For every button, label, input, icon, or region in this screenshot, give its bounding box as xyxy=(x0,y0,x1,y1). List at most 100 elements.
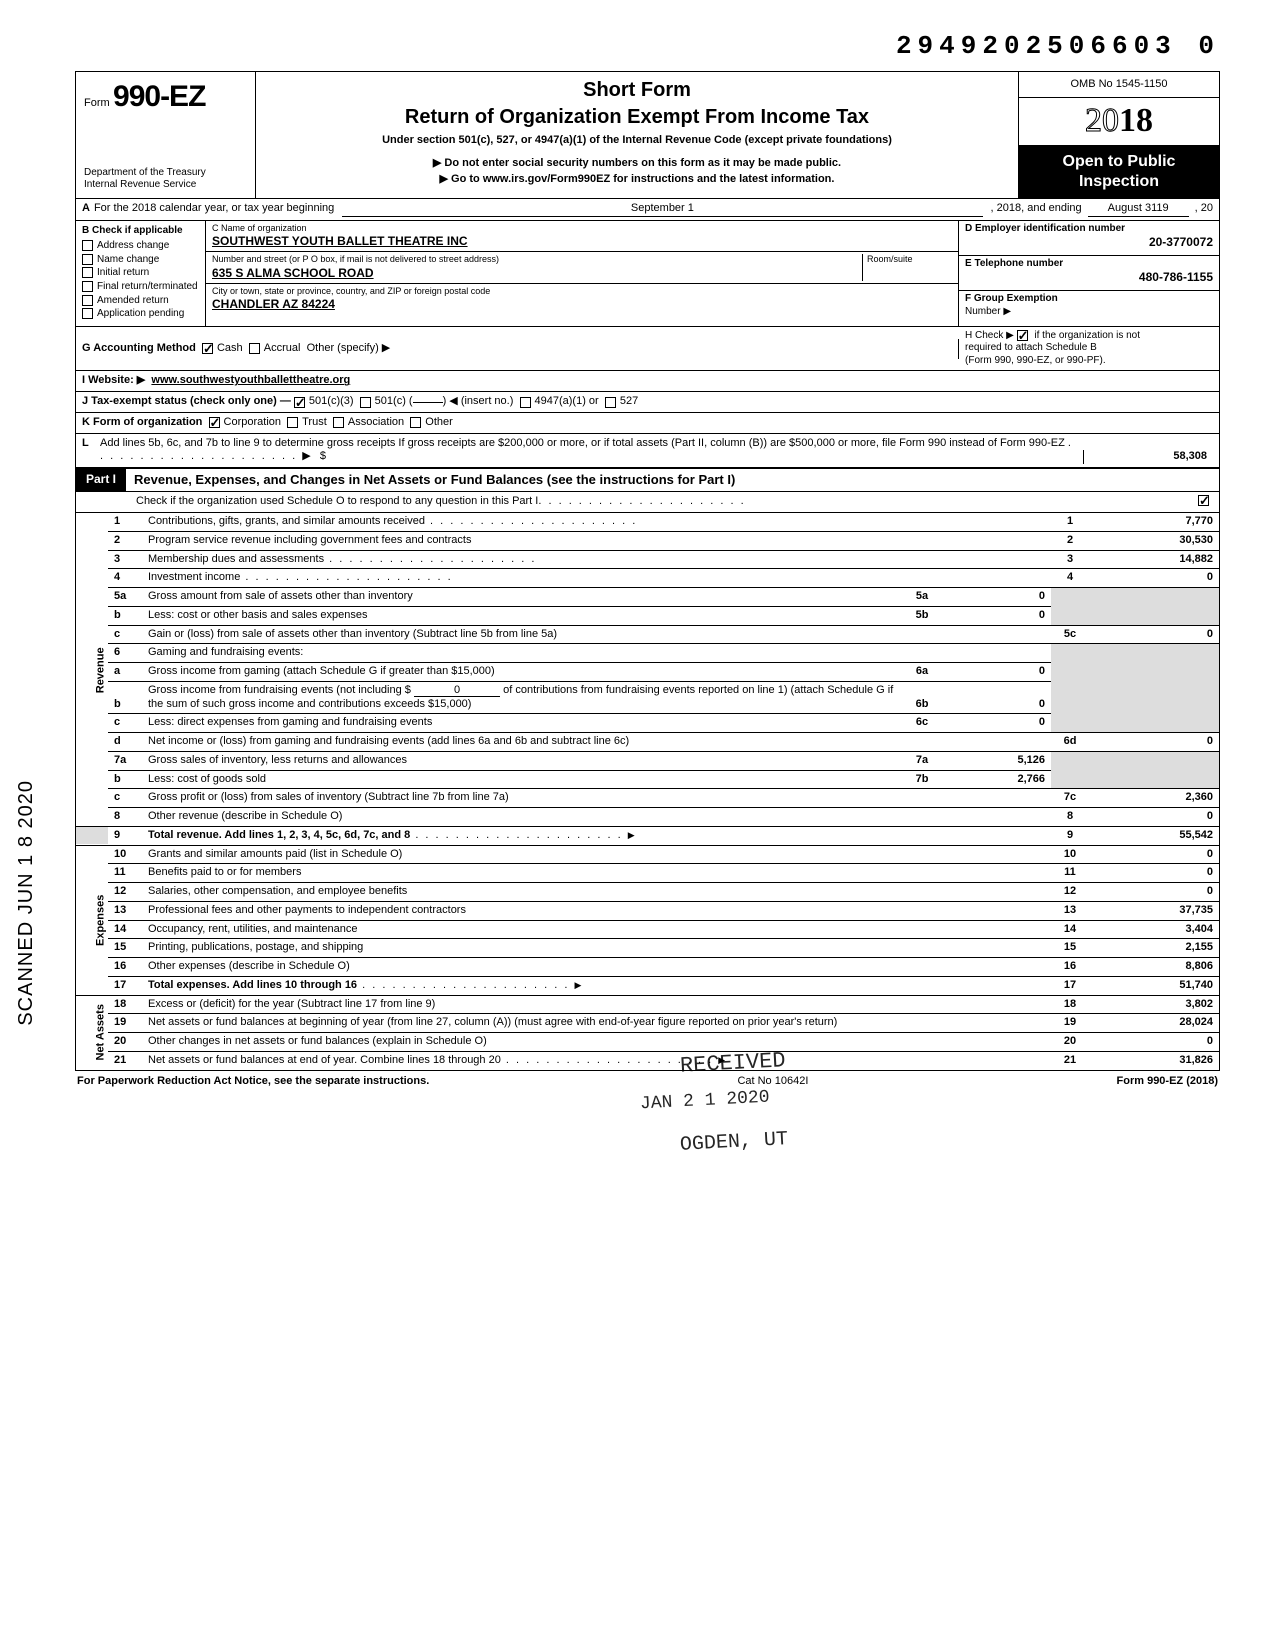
k-opt2: Trust xyxy=(302,416,327,430)
chk-4947[interactable] xyxy=(520,397,531,408)
l20-n: 20 xyxy=(108,1033,142,1052)
l5a-in: 5a xyxy=(903,588,941,607)
j-opt2: 501(c) ( xyxy=(375,395,413,409)
chk-cash[interactable] xyxy=(202,343,213,354)
chk-name[interactable] xyxy=(82,254,93,265)
l6-n: 6 xyxy=(108,644,142,663)
chk-501c[interactable] xyxy=(360,397,371,408)
j-label: J Tax-exempt status (check only one) — xyxy=(82,395,291,409)
l18-d: Excess or (deficit) for the year (Subtra… xyxy=(148,998,435,1010)
chk-527[interactable] xyxy=(605,397,616,408)
l6a-in: 6a xyxy=(903,663,941,682)
chk-h[interactable] xyxy=(1017,330,1028,341)
l12-n: 12 xyxy=(108,883,142,902)
l5b-in: 5b xyxy=(903,606,941,625)
j-opt3: 4947(a)(1) or xyxy=(535,395,599,409)
chk-initial[interactable] xyxy=(82,267,93,278)
part1-title: Revenue, Expenses, and Changes in Net As… xyxy=(126,469,1219,491)
l2-v: 30,530 xyxy=(1089,531,1219,550)
l19-rn: 19 xyxy=(1051,1014,1089,1033)
chk-pending[interactable] xyxy=(82,308,93,319)
l9-v: 55,542 xyxy=(1089,826,1219,845)
l10-v: 0 xyxy=(1089,845,1219,864)
col-c: C Name of organization SOUTHWEST YOUTH B… xyxy=(206,221,959,326)
l16-v: 8,806 xyxy=(1089,958,1219,977)
l6b-in: 6b xyxy=(903,681,941,714)
g-cash: Cash xyxy=(217,342,243,356)
g-other: Other (specify) ▶ xyxy=(307,342,391,356)
part1-header: Part I Revenue, Expenses, and Changes in… xyxy=(76,469,1219,492)
doc-id: 2949202506603 0 xyxy=(75,30,1220,63)
l21-v: 31,826 xyxy=(1089,1051,1219,1069)
c-label: C Name of organization xyxy=(212,223,952,234)
l5c-n: c xyxy=(108,625,142,644)
l19-v: 28,024 xyxy=(1089,1014,1219,1033)
l6c-d: Less: direct expenses from gaming and fu… xyxy=(148,716,432,728)
row-j: J Tax-exempt status (check only one) — 5… xyxy=(76,392,1219,413)
form-container: Form 990-EZ Department of the Treasury I… xyxy=(75,71,1220,1071)
tax-year-begin: September 1 xyxy=(342,202,982,217)
row-l: L Add lines 5b, 6c, and 7b to line 9 to … xyxy=(76,434,1219,470)
phone: 480-786-1155 xyxy=(965,270,1213,285)
h-text3: required to attach Schedule B xyxy=(965,342,1097,353)
l20-rn: 20 xyxy=(1051,1033,1089,1052)
chk-other[interactable] xyxy=(410,417,421,428)
form-number: 990-EZ xyxy=(113,80,205,113)
l2-n: 2 xyxy=(108,531,142,550)
j-opt1: 501(c)(3) xyxy=(309,395,354,409)
chk-accrual[interactable] xyxy=(249,343,260,354)
l6b-d: Gross income from fundraising events (no… xyxy=(148,684,411,696)
col-d: D Employer identification number 20-3770… xyxy=(959,221,1219,326)
l-label: L xyxy=(82,437,100,465)
row-a-endyear: , 20 xyxy=(1195,202,1213,217)
l8-rn: 8 xyxy=(1051,808,1089,827)
chk-amended[interactable] xyxy=(82,295,93,306)
h-text4: (Form 990, 990-EZ, or 990-PF). xyxy=(965,355,1106,366)
b-item-0: Address change xyxy=(97,240,169,251)
website: www.southwestyouthballettheatre.org xyxy=(151,374,350,388)
l11-d: Benefits paid to or for members xyxy=(148,866,301,878)
l7b-d: Less: cost of goods sold xyxy=(148,773,266,785)
l17-d: Total expenses. Add lines 10 through 16 xyxy=(148,979,357,991)
chk-trust[interactable] xyxy=(287,417,298,428)
l21-d: Net assets or fund balances at end of ye… xyxy=(148,1054,501,1066)
l16-d: Other expenses (describe in Schedule O) xyxy=(148,960,350,972)
chk-address[interactable] xyxy=(82,240,93,251)
l5a-n: 5a xyxy=(108,588,142,607)
l7b-n: b xyxy=(108,770,142,789)
chk-part1[interactable] xyxy=(1198,495,1209,506)
block-bcd: B Check if applicable Address change Nam… xyxy=(76,221,1219,327)
l4-v: 0 xyxy=(1089,569,1219,588)
l15-d: Printing, publications, postage, and shi… xyxy=(148,941,363,953)
chk-assoc[interactable] xyxy=(333,417,344,428)
l14-v: 3,404 xyxy=(1089,920,1219,939)
short-form-title: Short Form xyxy=(268,78,1006,103)
j-opt2b: ) ◀ (insert no.) xyxy=(443,395,514,409)
l8-n: 8 xyxy=(108,808,142,827)
chk-final[interactable] xyxy=(82,281,93,292)
l3-n: 3 xyxy=(108,550,142,569)
k-opt4: Other xyxy=(425,416,453,430)
l3-v: 14,882 xyxy=(1089,550,1219,569)
f-label: F Group Exemption xyxy=(965,293,1058,304)
l7c-n: c xyxy=(108,789,142,808)
instr-2: ▶ Go to www.irs.gov/Form990EZ for instru… xyxy=(268,173,1006,187)
l6b-iv: 0 xyxy=(941,681,1051,714)
l21-rn: 21 xyxy=(1051,1051,1089,1069)
i-label: I Website: ▶ xyxy=(82,374,145,388)
b-item-1: Name change xyxy=(97,254,159,265)
chk-corp[interactable] xyxy=(209,417,220,428)
lines-table: Revenue 1 Contributions, gifts, grants, … xyxy=(76,513,1219,1070)
part1-label: Part I xyxy=(76,469,126,491)
l10-d: Grants and similar amounts paid (list in… xyxy=(148,848,402,860)
chk-501c3[interactable] xyxy=(294,397,305,408)
b-label: B Check if applicable xyxy=(82,225,199,238)
open-public-badge: Open to Public Inspection xyxy=(1019,146,1219,198)
side-revenue: Revenue xyxy=(76,513,108,826)
l7c-rn: 7c xyxy=(1051,789,1089,808)
l7c-v: 2,360 xyxy=(1089,789,1219,808)
footer-mid: Cat No 10642I xyxy=(737,1075,808,1089)
dept-text: Department of the Treasury Internal Reve… xyxy=(84,167,247,192)
l6b-mid: 0 xyxy=(414,684,500,697)
b-item-2: Initial return xyxy=(97,267,149,278)
